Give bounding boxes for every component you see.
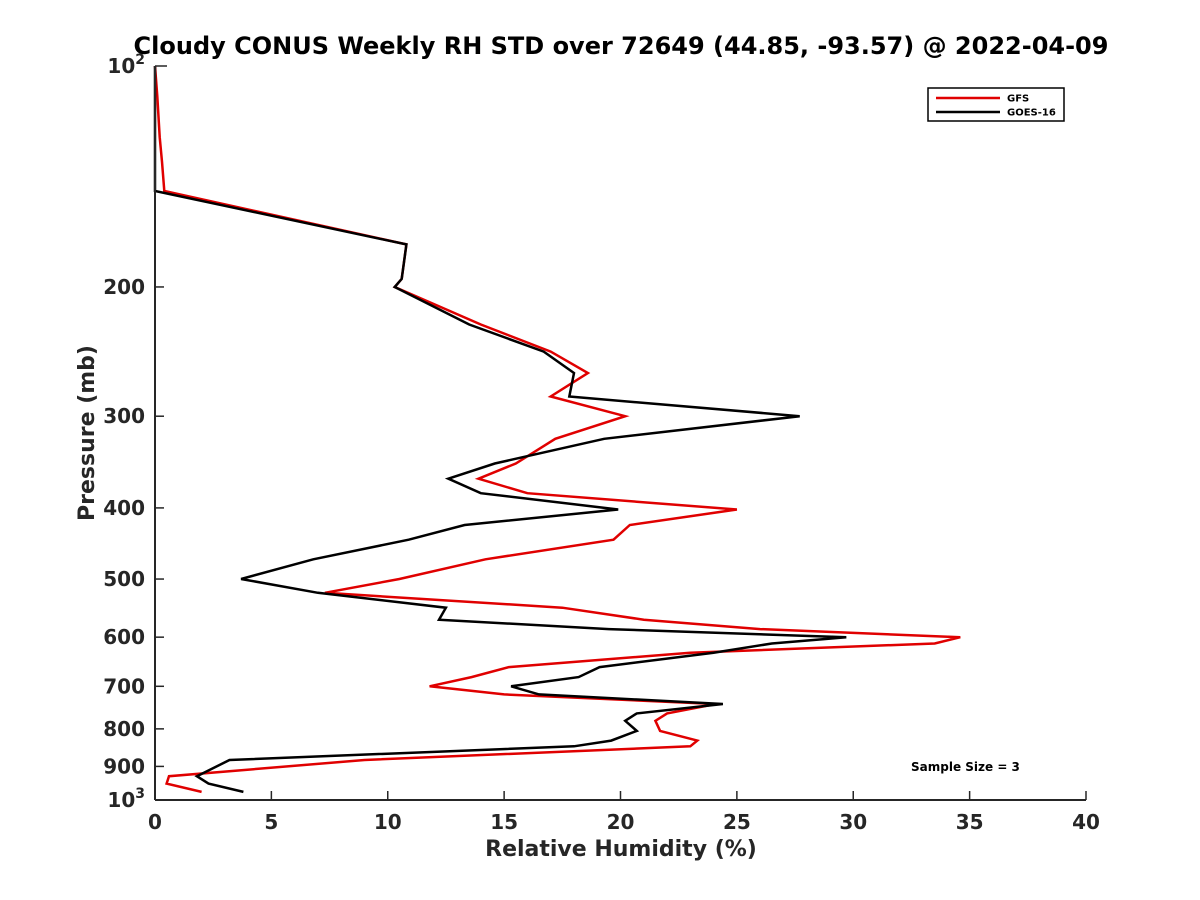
y-tick-label: 500 bbox=[103, 567, 145, 591]
series-layer bbox=[153, 65, 961, 794]
y-tick-label: 700 bbox=[103, 674, 145, 698]
legend-box bbox=[927, 87, 1065, 122]
legend-label: GOES-16 bbox=[1007, 108, 1056, 119]
x-tick-label: 15 bbox=[490, 810, 518, 834]
x-tick-label: 30 bbox=[839, 810, 867, 834]
y-tick-label: 900 bbox=[103, 754, 145, 778]
legend: GFS GOES-16 bbox=[927, 87, 1065, 122]
x-tick-label: 25 bbox=[723, 810, 751, 834]
sample-size-annotation: Sample Size = 3 bbox=[911, 760, 1020, 774]
chart-title: Cloudy CONUS Weekly RH STD over 72649 (4… bbox=[134, 32, 1109, 60]
x-ticks: 0 5 10 15 20 25 30 35 40 bbox=[148, 791, 1100, 834]
y-tick-label: 200 bbox=[103, 275, 145, 299]
series-line-goes-16 bbox=[153, 66, 847, 794]
x-tick-label: 20 bbox=[607, 810, 635, 834]
legend-label: GFS bbox=[1007, 94, 1029, 105]
y-axis-title: Pressure (mb) bbox=[75, 345, 100, 521]
x-tick-label: 10 bbox=[374, 810, 402, 834]
y-tick-label: 400 bbox=[103, 496, 145, 520]
y-tick-label: 600 bbox=[103, 625, 145, 649]
y-ticks: 200 300 400 500 600 700 800 900 102 103 bbox=[103, 52, 167, 812]
x-tick-label: 35 bbox=[956, 810, 984, 834]
y-decade-label: 103 bbox=[107, 786, 145, 812]
y-tick-label: 800 bbox=[103, 717, 145, 741]
y-tick-label: 300 bbox=[103, 404, 145, 428]
y-decade-label: 102 bbox=[107, 52, 145, 78]
x-tick-label: 5 bbox=[264, 810, 278, 834]
x-tick-label: 40 bbox=[1072, 810, 1100, 834]
x-tick-label: 0 bbox=[148, 810, 162, 834]
x-axis-title: Relative Humidity (%) bbox=[485, 837, 757, 862]
